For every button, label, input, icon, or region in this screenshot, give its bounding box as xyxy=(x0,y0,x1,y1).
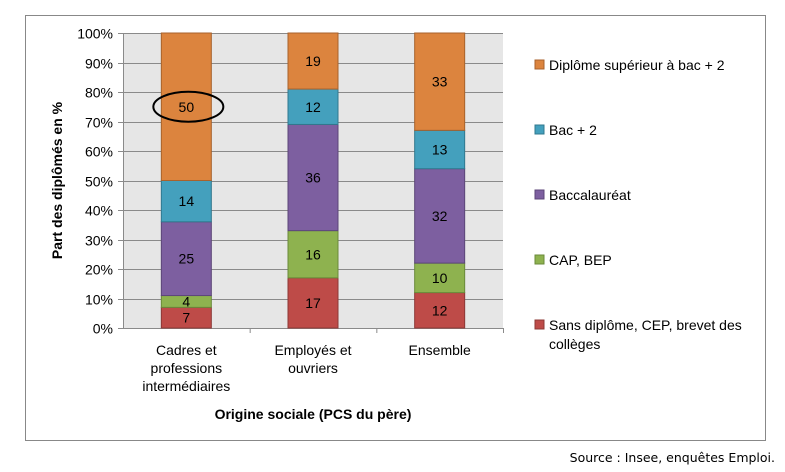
data-label: 36 xyxy=(305,170,321,186)
x-tick-label: Employés et xyxy=(274,342,351,358)
legend-swatch xyxy=(534,189,545,200)
bar-segment xyxy=(414,32,466,131)
data-label: 14 xyxy=(179,193,195,209)
y-tick-label: 40% xyxy=(85,203,113,219)
y-tick-label: 0% xyxy=(93,321,113,337)
bar-segment xyxy=(160,221,212,297)
data-label: 32 xyxy=(432,208,448,224)
data-label: 19 xyxy=(305,53,321,69)
data-label: 12 xyxy=(432,302,448,318)
y-tick-label: 10% xyxy=(85,292,113,308)
y-tick-label: 20% xyxy=(85,262,113,278)
x-axis-title: Origine sociale (PCS du père) xyxy=(215,406,412,422)
y-tick-label: 90% xyxy=(85,56,113,72)
legend-label: Bac + 2 xyxy=(549,122,597,138)
y-tick-label: 80% xyxy=(85,85,113,101)
legend-swatch xyxy=(534,319,545,330)
y-tick-label: 60% xyxy=(85,144,113,160)
data-label: 7 xyxy=(182,310,190,326)
y-tick-label: 30% xyxy=(85,233,113,249)
legend-swatch xyxy=(534,124,545,135)
bar-segment xyxy=(414,129,466,170)
bar-segment xyxy=(160,32,212,181)
source-note: Source : Insee, enquêtes Emploi. xyxy=(569,450,775,465)
y-axis-title: Part des diplômés en % xyxy=(49,101,65,259)
bar-segment xyxy=(287,277,339,329)
data-label: 50 xyxy=(179,99,195,115)
x-tick-label: Cadres et xyxy=(156,342,217,358)
data-label: 25 xyxy=(179,251,195,267)
bar-segment xyxy=(287,123,339,232)
legend-swatch xyxy=(534,59,545,70)
x-tick-label: professions xyxy=(151,360,223,376)
legend-label: collèges xyxy=(549,336,600,352)
legend-swatch xyxy=(534,254,545,265)
y-tick-label: 70% xyxy=(85,115,113,131)
data-label: 4 xyxy=(182,293,190,309)
x-tick-label: intermédiaires xyxy=(142,378,230,394)
legend-label: Baccalauréat xyxy=(549,187,631,203)
data-label: 33 xyxy=(432,74,448,90)
x-tick-label: Ensemble xyxy=(409,342,471,358)
bar-segment xyxy=(287,32,339,90)
x-tick-label: ouvriers xyxy=(288,360,338,376)
data-label: 10 xyxy=(432,270,448,286)
data-label: 17 xyxy=(305,295,321,311)
y-tick-label: 100% xyxy=(77,26,113,42)
legend-label: CAP, BEP xyxy=(549,252,612,268)
legend-label: Diplôme supérieur à bac + 2 xyxy=(549,57,725,73)
data-label: 13 xyxy=(432,142,448,158)
data-label: 16 xyxy=(305,246,321,262)
bar-segment xyxy=(414,292,466,329)
annotation-ellipse xyxy=(152,90,225,123)
data-label: 12 xyxy=(305,99,321,115)
bar-segment xyxy=(287,230,339,279)
legend-label: Sans diplôme, CEP, brevet des xyxy=(549,317,742,333)
y-tick-label: 50% xyxy=(85,174,113,190)
